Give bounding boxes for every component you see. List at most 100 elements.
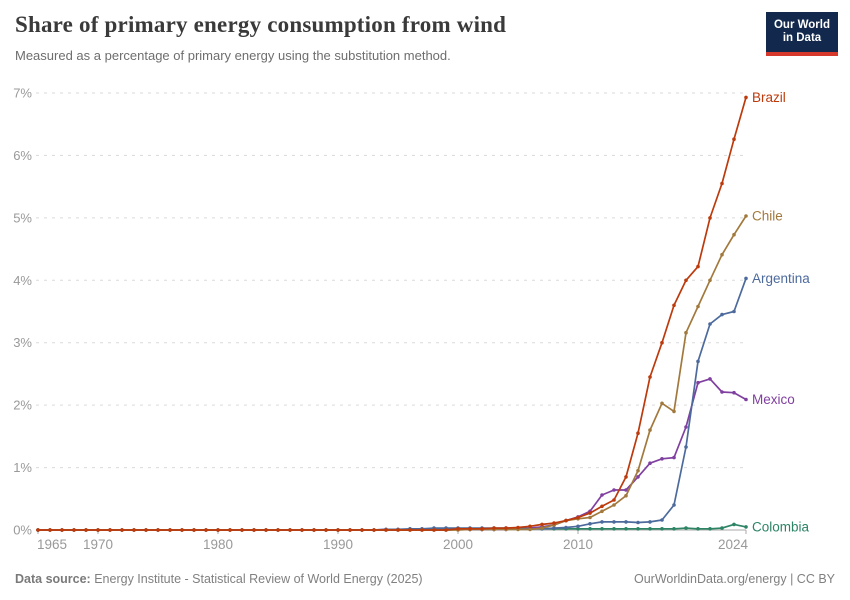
series-point-mexico xyxy=(624,488,628,492)
page-title: Share of primary energy consumption from… xyxy=(15,12,507,37)
series-point-chile xyxy=(684,330,688,335)
series-point-chile xyxy=(636,468,640,473)
series-label-mexico[interactable]: Mexico xyxy=(752,392,795,407)
series-point-mexico xyxy=(672,455,676,460)
x-tick-label: 1980 xyxy=(203,537,233,552)
y-tick-label: 5% xyxy=(13,210,32,225)
series-point-brazil xyxy=(204,528,208,532)
y-tick-label: 1% xyxy=(13,460,32,475)
y-tick-label: 3% xyxy=(13,335,32,350)
series-point-chile xyxy=(612,503,616,507)
series-label-brazil[interactable]: Brazil xyxy=(752,90,786,105)
series-point-colombia xyxy=(672,527,676,531)
series-label-argentina[interactable]: Argentina xyxy=(752,271,810,286)
series-point-argentina xyxy=(588,522,592,526)
series-label-chile[interactable]: Chile xyxy=(752,208,783,223)
series-point-brazil xyxy=(480,527,484,531)
series-point-brazil xyxy=(276,528,280,532)
series-point-mexico xyxy=(648,461,652,466)
series-point-colombia xyxy=(708,527,712,531)
series-point-argentina xyxy=(720,312,724,317)
series-line-mexico[interactable] xyxy=(38,378,747,531)
x-tick-label: 2000 xyxy=(443,537,473,552)
series-point-colombia xyxy=(696,527,700,531)
series-point-colombia xyxy=(612,527,616,531)
series-point-brazil xyxy=(348,528,352,532)
series-point-brazil xyxy=(336,528,340,532)
series-point-brazil xyxy=(672,303,676,308)
series-point-brazil xyxy=(540,522,544,527)
series-point-argentina xyxy=(732,309,736,314)
series-point-colombia xyxy=(744,525,748,529)
series-point-brazil xyxy=(408,528,412,532)
series-point-brazil xyxy=(720,181,724,186)
owid-logo-line1: Our World xyxy=(773,19,830,31)
series-point-colombia xyxy=(648,527,652,531)
series-point-brazil xyxy=(60,528,64,532)
series-point-mexico xyxy=(636,475,640,479)
series-point-brazil xyxy=(492,526,496,530)
series-point-brazil xyxy=(252,528,256,532)
series-point-argentina xyxy=(552,526,556,530)
series-point-argentina xyxy=(624,520,628,524)
series-point-argentina xyxy=(744,276,748,281)
series-point-colombia xyxy=(588,527,592,531)
series-point-brazil xyxy=(744,95,748,100)
series-label-colombia[interactable]: Colombia xyxy=(752,519,810,534)
series-point-brazil xyxy=(264,528,268,532)
page-subtitle: Measured as a percentage of primary ener… xyxy=(15,48,451,63)
owid-logo-line2: in Data xyxy=(782,32,822,44)
series-point-brazil xyxy=(84,528,88,532)
series-point-brazil xyxy=(48,528,52,532)
series-point-brazil xyxy=(528,524,532,529)
series-point-brazil xyxy=(36,528,40,532)
x-tick-label: 2024 xyxy=(718,537,749,552)
series-point-brazil xyxy=(324,528,328,532)
series-point-chile xyxy=(720,252,724,257)
series-point-colombia xyxy=(660,527,664,531)
series-point-brazil xyxy=(300,528,304,532)
series-point-brazil xyxy=(192,528,196,532)
series-point-brazil xyxy=(384,528,388,532)
series-point-mexico xyxy=(660,457,664,461)
series-point-brazil xyxy=(180,528,184,532)
series-point-brazil xyxy=(516,525,520,530)
x-tick-label: 2010 xyxy=(563,537,593,552)
series-point-colombia xyxy=(636,527,640,531)
series-line-brazil[interactable] xyxy=(38,97,747,531)
series-line-argentina[interactable] xyxy=(38,278,747,531)
y-tick-label: 6% xyxy=(13,148,32,163)
series-point-brazil xyxy=(660,340,664,345)
series-point-chile xyxy=(660,401,664,406)
x-tick-label: 1965 xyxy=(37,537,67,552)
series-line-chile[interactable] xyxy=(38,215,747,531)
chart-footer: Data source: Energy Institute - Statisti… xyxy=(0,572,850,590)
series-point-argentina xyxy=(612,520,616,524)
series-point-brazil xyxy=(612,498,616,502)
series-point-brazil xyxy=(156,528,160,532)
series-point-brazil xyxy=(732,137,736,141)
series-point-chile xyxy=(648,428,652,432)
series-point-argentina xyxy=(564,525,568,530)
x-tick-label: 1970 xyxy=(83,537,113,552)
owid-logo[interactable]: Our World in Data xyxy=(766,12,838,56)
series-point-brazil xyxy=(432,528,436,532)
series-point-colombia xyxy=(600,527,604,531)
series-point-chile xyxy=(696,304,700,309)
series-point-argentina xyxy=(600,520,604,524)
series-point-brazil xyxy=(648,375,652,379)
series-point-mexico xyxy=(612,488,616,492)
series-point-brazil xyxy=(372,528,376,532)
series-point-brazil xyxy=(132,528,136,532)
series-point-brazil xyxy=(420,528,424,532)
series-point-brazil xyxy=(684,278,688,283)
series-point-argentina xyxy=(696,359,700,364)
series-point-mexico xyxy=(684,425,688,429)
credit-link[interactable]: OurWorldinData.org/energy | CC BY xyxy=(633,572,835,586)
series-point-chile xyxy=(588,515,592,520)
series-point-chile xyxy=(600,509,604,514)
series-point-mexico xyxy=(732,390,736,395)
series-point-brazil xyxy=(396,528,400,532)
